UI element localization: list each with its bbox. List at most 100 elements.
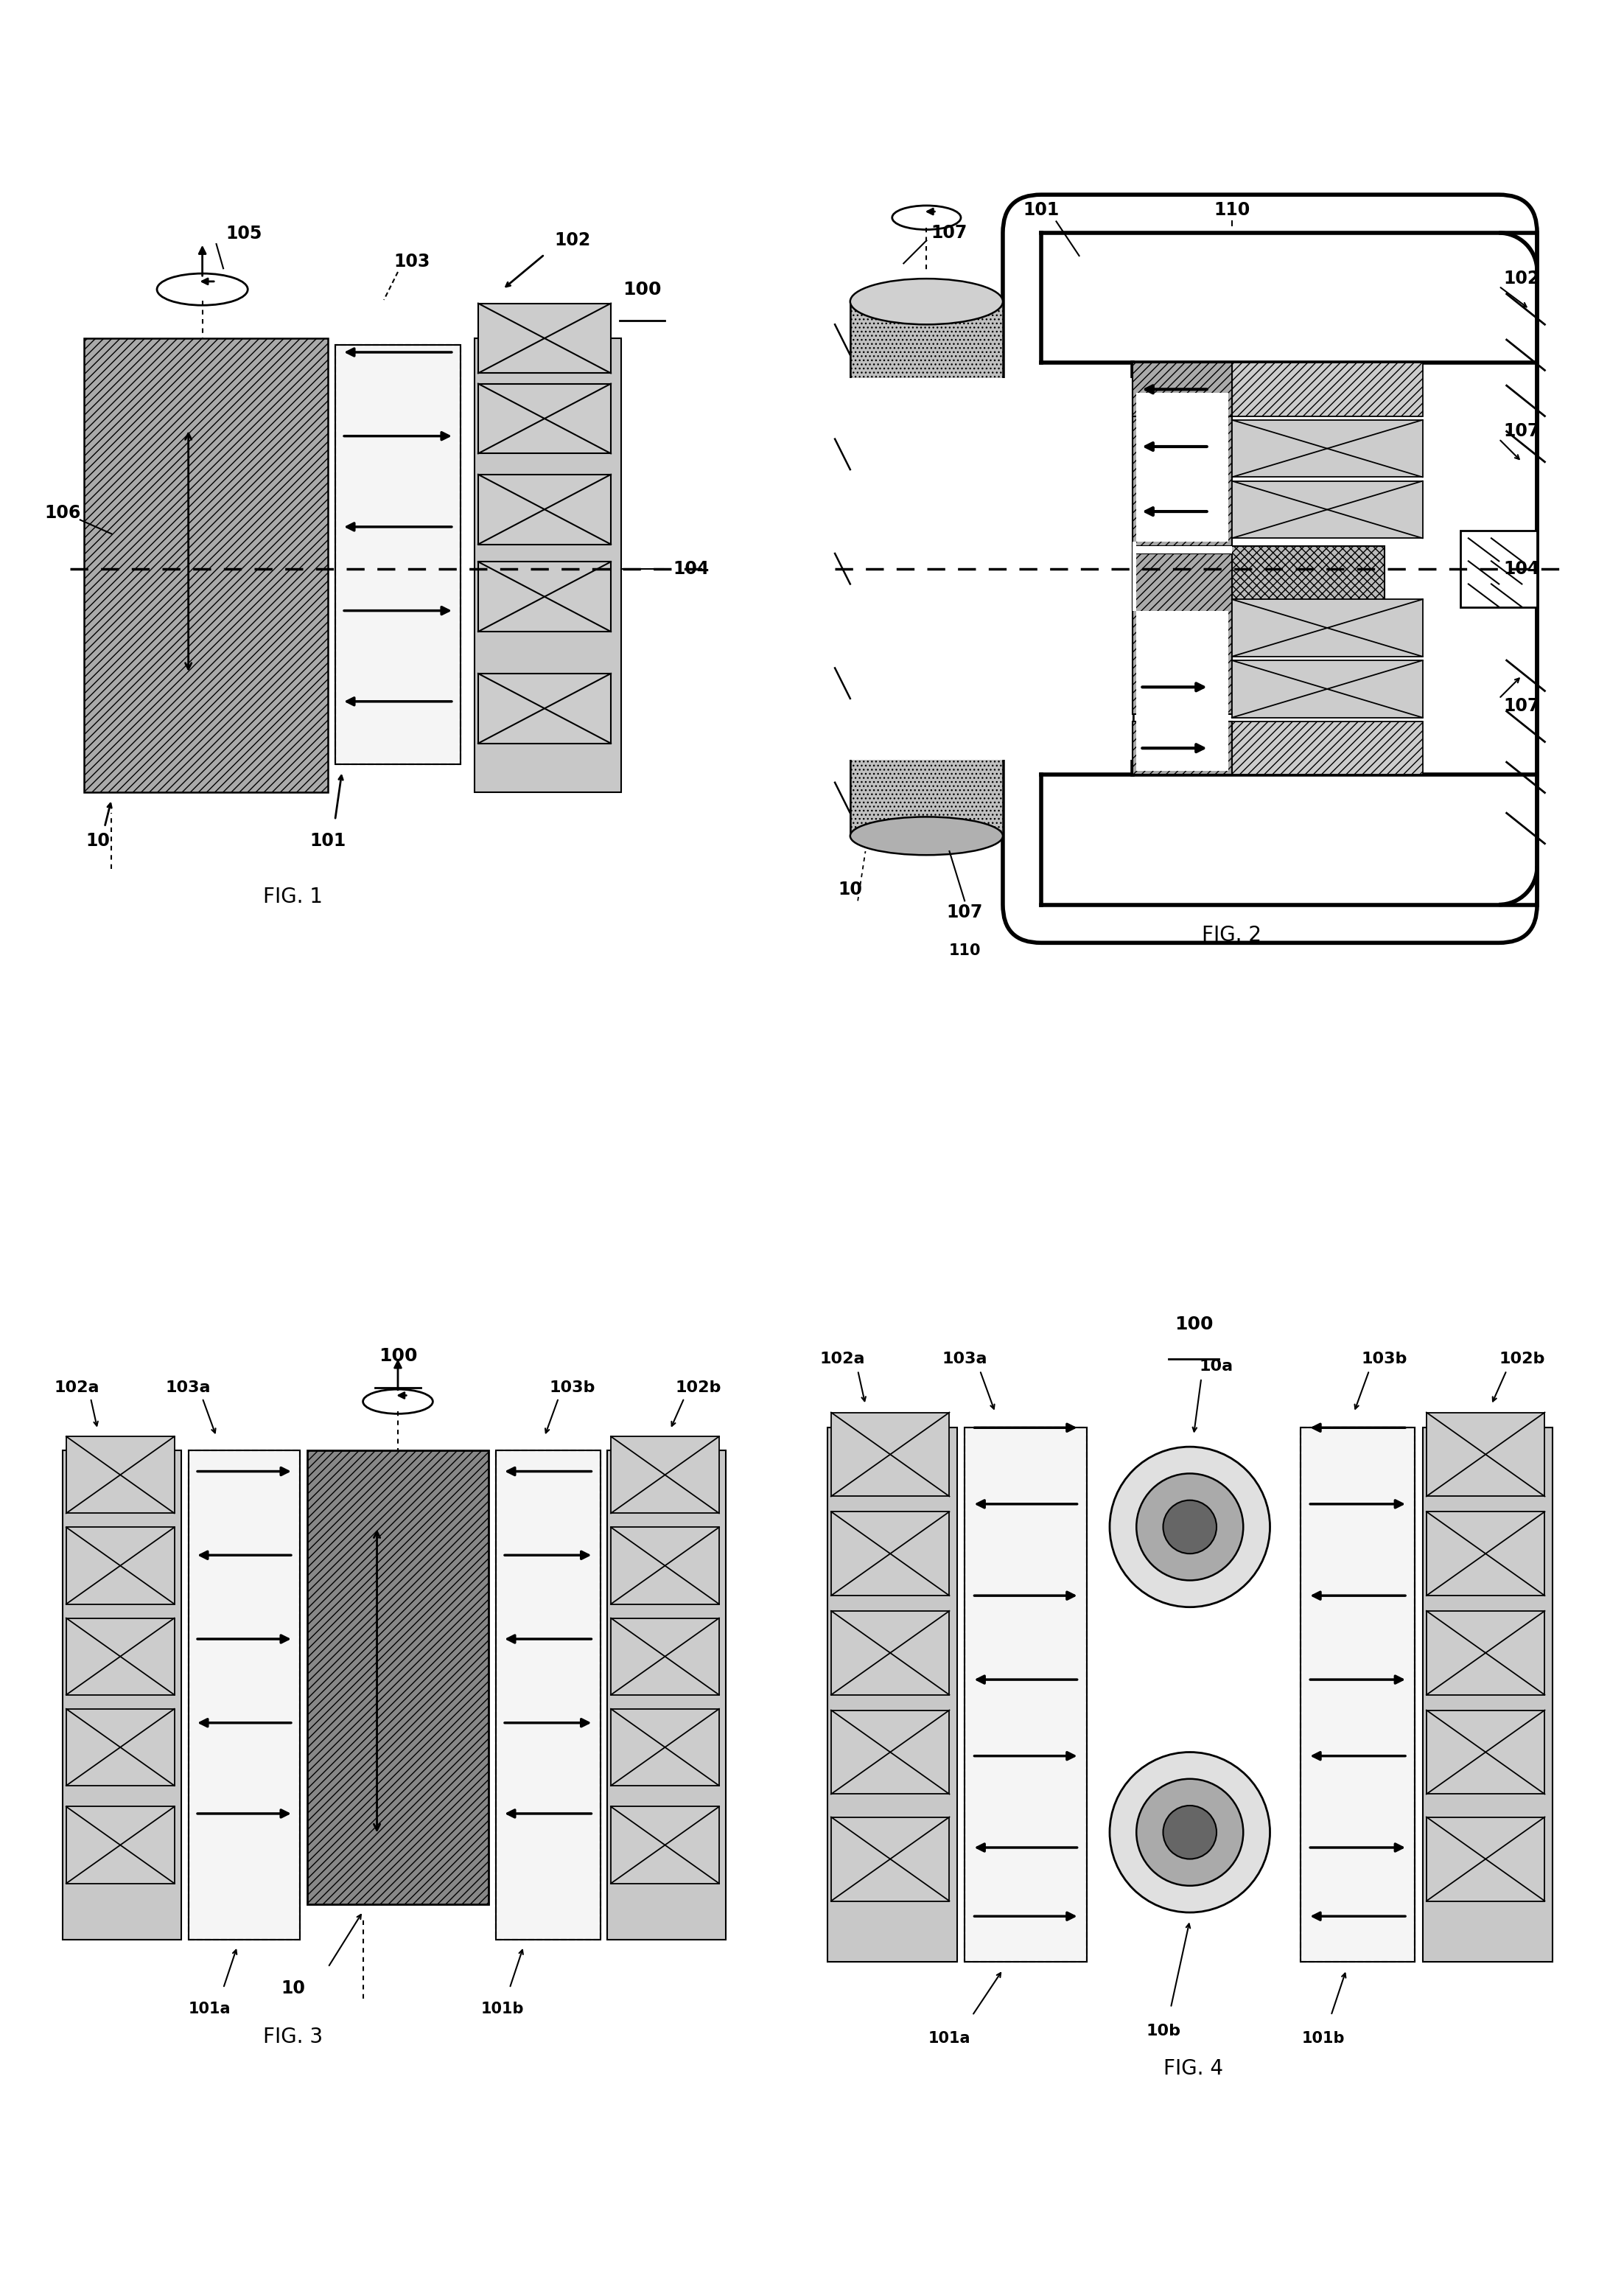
Bar (477, 475, 611, 544)
FancyBboxPatch shape (1072, 264, 1468, 874)
Text: 101a: 101a (188, 2002, 231, 2016)
Bar (495, 1451, 601, 1938)
Circle shape (1163, 1806, 1216, 1859)
Circle shape (1163, 1499, 1216, 1554)
Text: 101: 101 (1023, 200, 1059, 218)
Text: 101a: 101a (929, 2032, 971, 2045)
Ellipse shape (851, 817, 1002, 855)
Text: 10a: 10a (1200, 1358, 1234, 1374)
Bar (1426, 1818, 1544, 1902)
Text: FIG. 2: FIG. 2 (1202, 926, 1262, 946)
Text: 10: 10 (281, 1979, 305, 1997)
Bar (67, 1436, 174, 1513)
Circle shape (1137, 1474, 1244, 1581)
Text: 107: 107 (1504, 423, 1540, 439)
Text: 105: 105 (226, 225, 263, 243)
Text: 110: 110 (948, 944, 981, 958)
Text: 106: 106 (44, 505, 81, 521)
Bar (1426, 1511, 1544, 1595)
Text: 103a: 103a (166, 1381, 211, 1395)
Bar (63, 1451, 182, 1938)
Bar (335, 346, 461, 764)
Bar (831, 1611, 950, 1695)
Bar (1132, 546, 1231, 553)
Bar (1132, 546, 1384, 607)
Bar (67, 1618, 174, 1695)
Bar (1132, 362, 1231, 416)
Bar (851, 303, 1004, 835)
Bar (965, 1429, 1086, 1961)
Bar (477, 303, 611, 373)
Text: 101b: 101b (481, 2002, 525, 2016)
Text: 100: 100 (378, 1347, 417, 1365)
Bar (1132, 541, 1137, 610)
Bar (474, 339, 622, 792)
Text: 107: 107 (947, 903, 983, 921)
Bar (1137, 394, 1228, 541)
Bar (1233, 362, 1423, 416)
Bar (831, 1818, 950, 1902)
Ellipse shape (851, 278, 1002, 325)
Circle shape (1109, 1752, 1270, 1913)
Bar (1301, 1429, 1415, 1961)
Bar (1233, 598, 1423, 657)
Bar (1132, 362, 1231, 546)
FancyBboxPatch shape (1002, 196, 1538, 942)
Bar (611, 1436, 719, 1513)
Bar (477, 384, 611, 453)
Text: 10: 10 (838, 880, 862, 899)
Text: 107: 107 (931, 223, 968, 241)
Text: 101b: 101b (1302, 2032, 1345, 2045)
Bar (67, 1527, 174, 1604)
Text: 102: 102 (1504, 271, 1540, 287)
Bar (1462, 530, 1538, 607)
Bar (1233, 480, 1423, 539)
Bar (1423, 1429, 1553, 1961)
Bar (611, 1618, 719, 1695)
Bar (1132, 721, 1231, 776)
Bar (1301, 1429, 1415, 1961)
Bar (495, 1451, 601, 1938)
Text: 103b: 103b (549, 1381, 596, 1395)
Text: FIG. 3: FIG. 3 (263, 2027, 323, 2047)
Bar (1426, 1413, 1544, 1497)
Bar (812, 378, 1132, 760)
Text: 103: 103 (393, 253, 430, 271)
Bar (611, 1527, 719, 1604)
Bar (307, 1451, 489, 1904)
Text: 102b: 102b (1499, 1351, 1544, 1367)
Bar (831, 1413, 950, 1497)
Bar (188, 1451, 300, 1938)
Text: 104: 104 (1504, 560, 1540, 578)
Bar (851, 303, 1004, 835)
Text: 104: 104 (672, 560, 710, 578)
Text: 102: 102 (554, 232, 591, 250)
Bar (335, 346, 461, 764)
Bar (1132, 553, 1231, 714)
Text: 10b: 10b (1147, 2022, 1181, 2038)
Bar (611, 1709, 719, 1786)
Text: 100: 100 (624, 280, 661, 298)
Text: 110: 110 (1213, 200, 1250, 218)
Bar (477, 673, 611, 744)
Bar (611, 1806, 719, 1884)
Bar (188, 1451, 300, 1938)
Circle shape (1137, 1779, 1244, 1886)
Bar (1233, 660, 1423, 717)
Text: FIG. 4: FIG. 4 (1164, 2059, 1223, 2079)
Text: 102a: 102a (54, 1381, 99, 1395)
Bar (477, 562, 611, 632)
Text: 103a: 103a (942, 1351, 987, 1367)
Text: 102a: 102a (820, 1351, 866, 1367)
Text: 103b: 103b (1361, 1351, 1408, 1367)
Text: 107: 107 (1504, 698, 1540, 714)
Bar (1233, 421, 1423, 478)
Bar (84, 339, 328, 792)
Bar (831, 1511, 950, 1595)
Circle shape (1109, 1447, 1270, 1606)
Text: 102b: 102b (676, 1381, 721, 1395)
Bar (1426, 1711, 1544, 1795)
Text: 10: 10 (86, 833, 110, 851)
Bar (67, 1806, 174, 1884)
Text: FIG. 1: FIG. 1 (263, 887, 323, 908)
